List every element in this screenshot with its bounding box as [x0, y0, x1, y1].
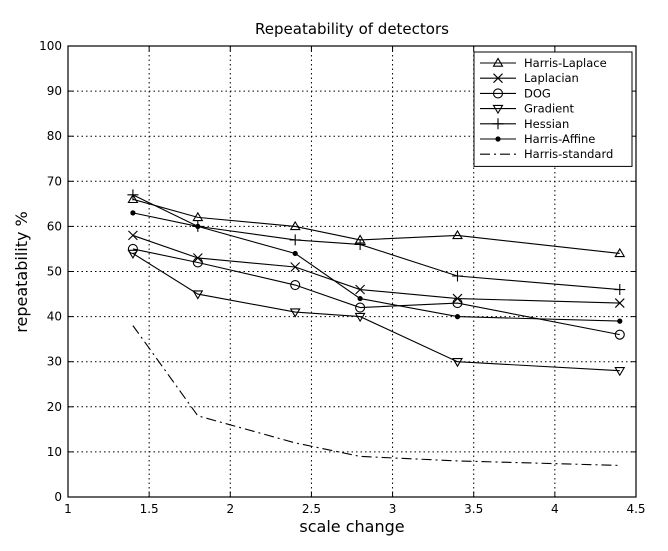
y-tick-label: 20	[47, 400, 62, 414]
series-harris-affine	[130, 210, 623, 324]
data-point-dog	[355, 302, 366, 313]
series-line-dog	[132, 248, 620, 336]
y-tick-label: 90	[47, 84, 62, 98]
legend-marker-harris-laplace	[492, 57, 504, 67]
series-line-gradient	[132, 252, 620, 372]
legend-label-laplacian: Laplacian	[524, 71, 579, 85]
y-tick-label: 70	[47, 174, 62, 188]
series-line-harris-affine	[132, 212, 620, 322]
legend-marker-hessian	[492, 118, 504, 130]
data-point-laplacian	[355, 284, 366, 295]
legend-label-harris-laplace: Harris-Laplace	[524, 56, 607, 70]
data-point-harris-affine	[195, 223, 201, 229]
chart-title: Repeatability of detectors	[255, 20, 449, 38]
legend-marker-dog	[492, 88, 504, 99]
data-point-gradient	[289, 308, 301, 318]
legend-label-dog: DOG	[524, 86, 551, 100]
x-tick-label: 4	[551, 502, 559, 516]
y-tick-label: 40	[47, 310, 62, 324]
y-tick-label: 80	[47, 129, 62, 143]
series-line-hessian	[132, 194, 620, 291]
data-point-gradient	[127, 249, 139, 260]
data-point-hessian	[127, 189, 139, 201]
data-point-hessian	[289, 234, 301, 246]
data-point-hessian	[451, 270, 463, 282]
axis-ticks: 1 1.5 2 2.5 3 3.5 4 4.5 0 10 20 30 40 50 60 70 80 90 100	[39, 39, 645, 516]
data-point-dog	[127, 243, 138, 254]
x-tick-label: 1	[64, 502, 72, 516]
y-tick-label: 0	[54, 490, 62, 504]
data-point-gradient	[354, 312, 366, 323]
data-point-harris-laplace	[452, 229, 463, 240]
x-tick-label: 4.5	[626, 502, 645, 516]
series-hessian	[127, 189, 626, 296]
series-gradient	[127, 249, 626, 377]
data-point-gradient	[192, 290, 204, 300]
legend-marker-harris-affine	[495, 136, 501, 142]
data-point-harris-affine	[130, 210, 136, 216]
y-tick-label: 60	[47, 219, 62, 233]
data-point-laplacian	[290, 262, 301, 272]
x-tick-label: 2	[226, 502, 234, 516]
y-tick-label: 10	[47, 445, 62, 459]
data-point-dog	[290, 279, 301, 291]
y-axis-label: repeatability %	[12, 211, 31, 332]
legend-label-hessian: Hessian	[524, 117, 569, 131]
data-point-dog	[452, 298, 463, 309]
legend-label-harris-standard: Harris-standard	[524, 147, 613, 161]
x-tick-label: 3	[389, 502, 397, 516]
series-line-laplacian	[132, 234, 620, 304]
data-point-laplacian	[614, 298, 625, 308]
data-point-harris-laplace	[192, 211, 204, 222]
data-point-harris-laplace	[614, 247, 626, 258]
data-point-harris-laplace	[127, 193, 139, 204]
legend-marker-gradient	[492, 104, 504, 115]
x-tick-label: 3.5	[464, 502, 483, 516]
series-line-harris-standard	[132, 325, 620, 466]
data-point-dog	[192, 257, 203, 268]
legend-marker-laplacian	[493, 73, 503, 84]
legend-label-harris-affine: Harris-Affine	[524, 132, 595, 146]
legend-label-gradient: Gradient	[524, 102, 575, 116]
data-point-laplacian	[128, 230, 138, 241]
x-tick-label: 2.5	[302, 502, 321, 516]
y-tick-label: 50	[47, 265, 62, 279]
series-group	[127, 189, 626, 466]
series-line-harris-laplace	[132, 198, 620, 255]
data-point-harris-affine	[454, 314, 461, 320]
data-point-hessian	[354, 238, 366, 250]
data-point-gradient	[452, 357, 463, 368]
y-tick-label: 30	[47, 355, 62, 369]
x-tick-label: 1.5	[140, 502, 159, 516]
data-point-hessian	[614, 284, 626, 296]
data-point-harris-laplace	[289, 220, 301, 231]
x-axis-label: scale change	[299, 517, 404, 536]
series-harris-standard	[132, 325, 620, 466]
data-point-harris-affine	[292, 250, 298, 257]
data-point-gradient	[614, 367, 626, 377]
series-dog	[127, 243, 625, 340]
data-point-harris-affine	[357, 295, 363, 302]
data-point-harris-affine	[617, 318, 623, 324]
y-tick-label: 100	[39, 39, 62, 53]
data-point-dog	[614, 329, 625, 340]
